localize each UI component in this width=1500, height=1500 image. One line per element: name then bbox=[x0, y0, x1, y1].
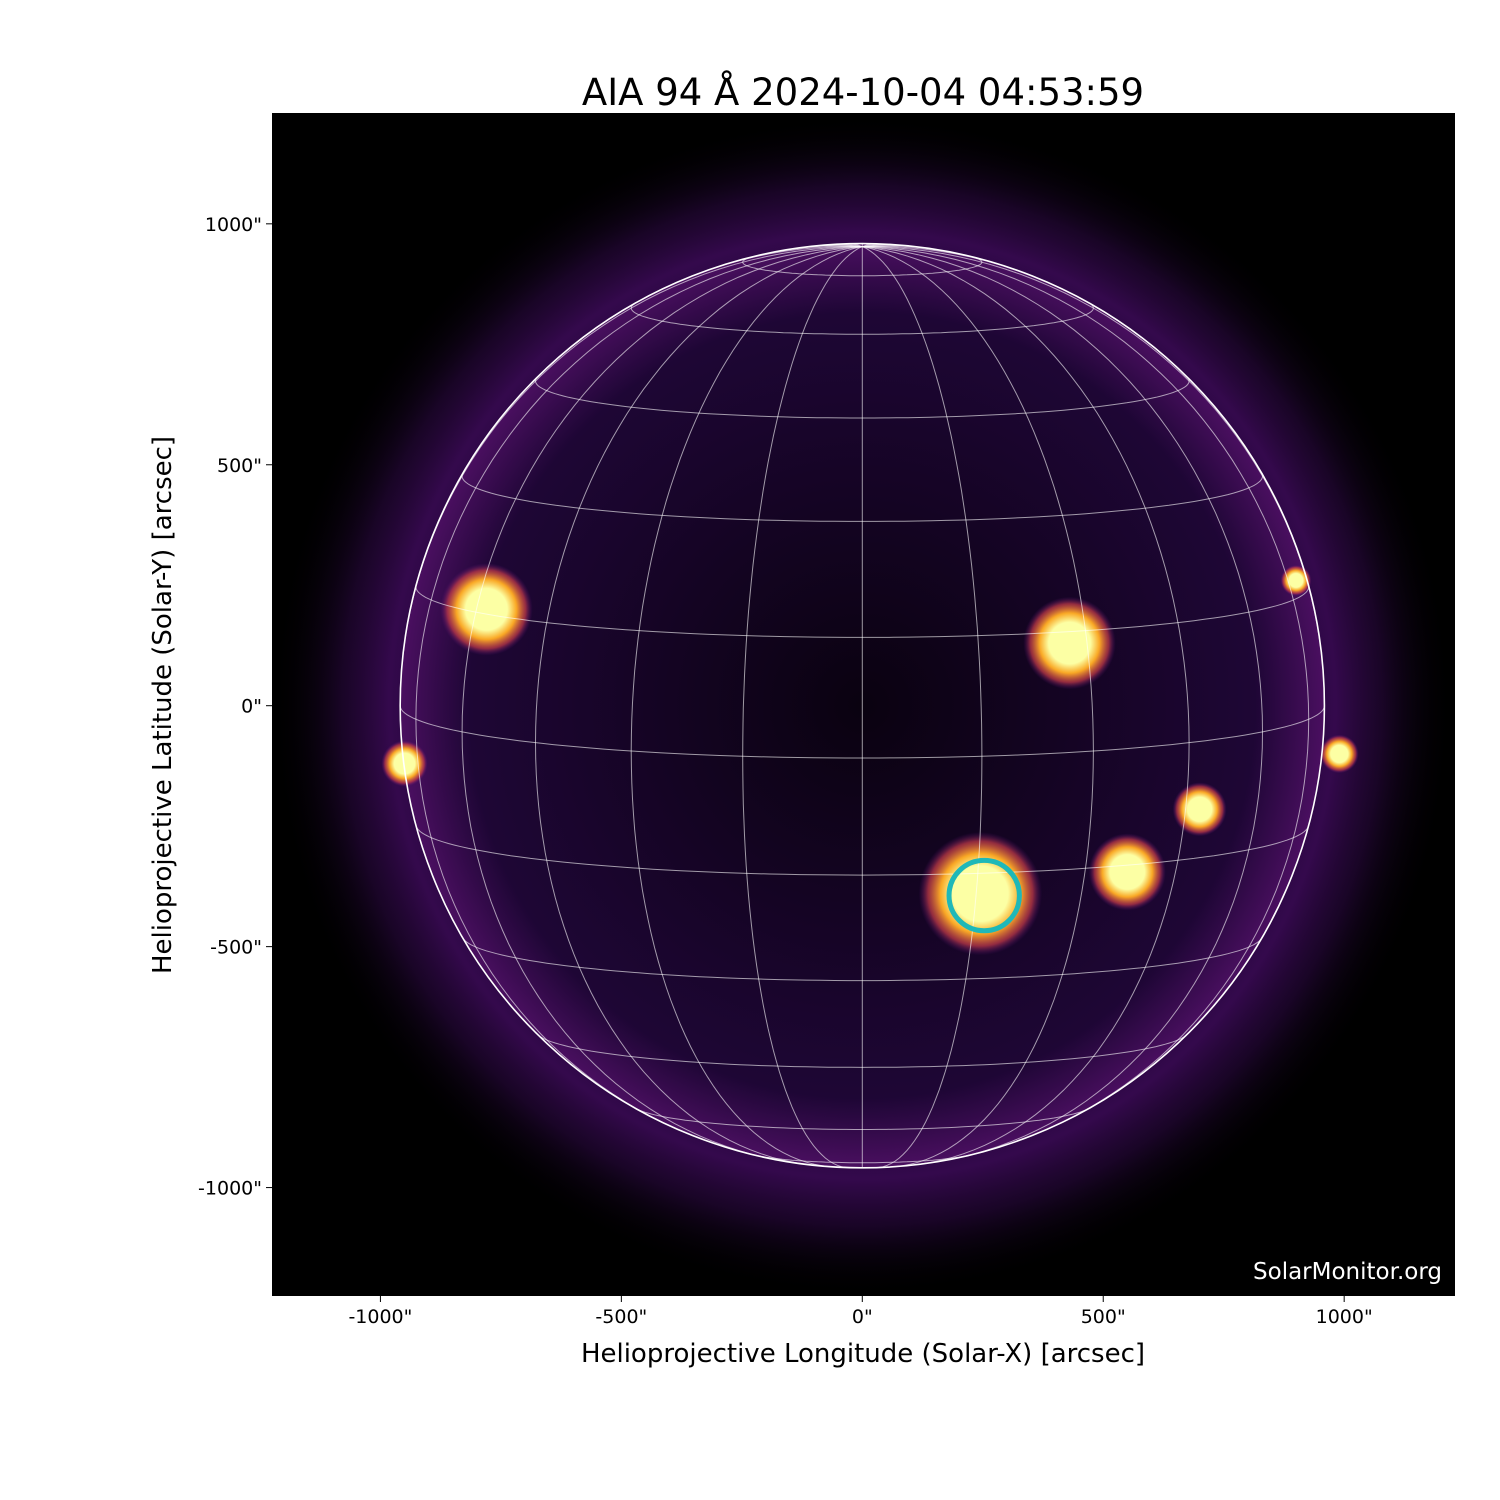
watermark: SolarMonitor.org bbox=[1253, 1259, 1442, 1285]
y-axis: 1000" 500" 0" -500" -1000" bbox=[198, 214, 272, 1200]
longitude-line bbox=[415, 246, 863, 1132]
x-axis: -1000" -500" 0" 500" 1000" bbox=[348, 1296, 1373, 1328]
y-tick-label: 500" bbox=[217, 455, 262, 477]
x-axis-label: Helioprojective Longitude (Solar-X) [arc… bbox=[581, 1339, 1145, 1369]
y-tick-label: 0" bbox=[241, 696, 262, 718]
y-axis-label: Helioprojective Latitude (Solar-Y) [arcs… bbox=[148, 436, 178, 974]
longitude-line bbox=[461, 246, 863, 1158]
bright-region bbox=[440, 563, 533, 656]
longitude-line bbox=[630, 246, 863, 1168]
x-tick-label: 1000" bbox=[1316, 1306, 1373, 1328]
bright-region bbox=[1088, 833, 1166, 911]
plot-area: SolarMonitor.org bbox=[272, 113, 1455, 1296]
bright-region bbox=[918, 831, 1043, 956]
longitude-line bbox=[862, 246, 983, 1168]
heliographic-grid bbox=[399, 243, 1325, 1168]
bright-region bbox=[1320, 734, 1359, 774]
longitude-line bbox=[862, 246, 1094, 1168]
longitude-line bbox=[534, 246, 863, 1165]
bright-region bbox=[1172, 782, 1227, 837]
bright-region bbox=[1280, 564, 1312, 596]
longitude-line bbox=[742, 246, 863, 1168]
bright-region bbox=[1023, 596, 1116, 690]
highlight-circle bbox=[946, 857, 1022, 934]
bright-regions bbox=[381, 563, 1359, 956]
x-tick-label: -1000" bbox=[348, 1306, 412, 1328]
longitude-line bbox=[862, 246, 1310, 1132]
longitude-line bbox=[862, 246, 1190, 1165]
y-tick-label: 1000" bbox=[205, 214, 262, 236]
x-tick-label: 0" bbox=[852, 1306, 873, 1328]
chart-title: AIA 94 Å 2024-10-04 04:53:59 bbox=[582, 70, 1144, 114]
y-tick-label: -500" bbox=[210, 937, 262, 959]
x-tick-label: -500" bbox=[595, 1306, 647, 1328]
x-tick-label: 500" bbox=[1081, 1306, 1126, 1328]
longitude-line bbox=[862, 246, 1264, 1158]
solar-limb bbox=[399, 242, 1326, 1169]
y-tick-label: -1000" bbox=[198, 1178, 262, 1200]
